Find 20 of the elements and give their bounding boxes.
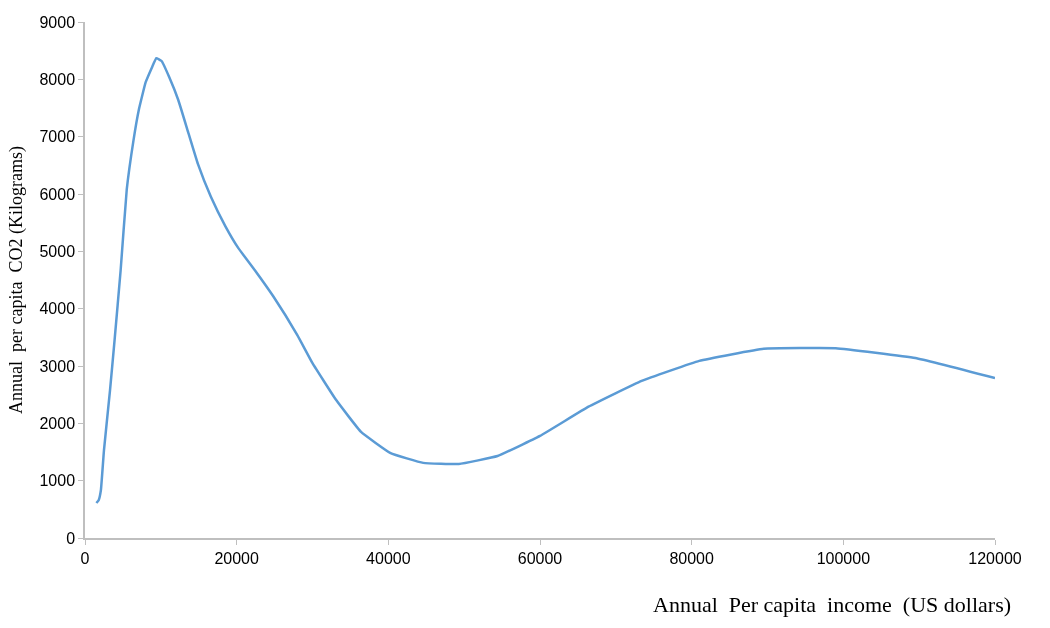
y-tick-label: 1000: [39, 472, 76, 490]
y-tick-label: 6000: [39, 185, 76, 203]
x-tick-label: 120000: [968, 549, 1022, 567]
x-tick-label: 80000: [669, 549, 715, 567]
x-tick-label: 60000: [517, 549, 563, 567]
y-tick-label: 7000: [39, 128, 76, 146]
y-tick-label: 4000: [39, 300, 76, 318]
x-tick-label: 100000: [816, 549, 871, 567]
y-axis-title: Annual per capita CO2 (Kilograms): [6, 146, 28, 414]
y-tick-label: 5000: [39, 242, 76, 260]
y-tick-label: 2000: [39, 414, 76, 432]
y-tick-label: 3000: [39, 357, 76, 375]
x-tick-label: 0: [80, 549, 90, 567]
y-tick-label: 8000: [39, 70, 76, 88]
x-axis-title: Annual Per capita income (US dollars): [653, 592, 1012, 617]
line-series: [95, 56, 995, 505]
y-tick-label: 9000: [39, 13, 76, 31]
y-tick-label: 0: [66, 529, 76, 547]
x-tick-label: 20000: [214, 549, 260, 567]
x-tick-label: 40000: [366, 549, 411, 567]
